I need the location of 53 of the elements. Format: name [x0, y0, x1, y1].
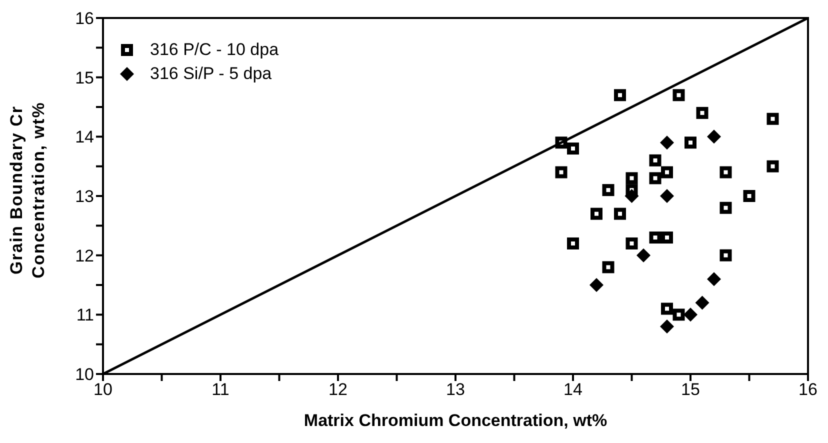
x-tick-label: 10 — [94, 380, 112, 400]
point — [614, 89, 626, 102]
y-tick-label: 12 — [75, 246, 94, 266]
point — [614, 208, 626, 220]
point — [707, 130, 721, 144]
point — [661, 232, 673, 244]
point — [766, 160, 779, 172]
point — [684, 308, 698, 322]
x-tick-label: 14 — [564, 380, 582, 400]
point — [626, 172, 638, 184]
point — [626, 237, 638, 250]
point — [567, 142, 579, 155]
y-tick-label: 11 — [76, 306, 94, 325]
legend-label: 316 P/C - 10 dpa — [150, 40, 279, 60]
point — [720, 249, 732, 262]
point — [720, 202, 732, 214]
point — [660, 136, 674, 150]
point — [696, 106, 708, 119]
x-tick-label: 15 — [681, 380, 700, 400]
y-tick-label: 16 — [75, 9, 94, 28]
x-tick-label: 16 — [798, 380, 818, 400]
y-tick-label: 13 — [75, 187, 94, 206]
point — [590, 208, 602, 220]
point — [602, 261, 614, 274]
point — [743, 190, 756, 202]
point — [649, 154, 662, 166]
x-tick-label: 13 — [446, 380, 465, 400]
y-axis-title: Grain Boundary Cr Concentration, wt% — [6, 100, 49, 280]
point — [707, 272, 721, 286]
y-tick-label: 14 — [75, 128, 94, 147]
point — [672, 308, 685, 321]
x-axis-title: Matrix Chromium Concentration, wt% — [304, 411, 608, 430]
point — [720, 166, 732, 178]
point — [661, 166, 673, 178]
point — [766, 112, 779, 125]
x-tick-label: 12 — [328, 380, 348, 400]
point — [661, 302, 673, 315]
point — [567, 237, 579, 250]
point — [555, 166, 568, 178]
x-tick-label: 11 — [212, 380, 230, 400]
point — [672, 89, 685, 102]
point — [636, 248, 650, 262]
point — [602, 184, 614, 196]
point — [660, 320, 674, 334]
point — [649, 172, 662, 184]
point — [624, 189, 639, 203]
point — [695, 296, 710, 310]
point — [590, 278, 604, 292]
y-tick-label: 15 — [75, 68, 94, 88]
legend-label: 316 Si/P - 5 dpa — [150, 64, 272, 84]
y-tick-label: 10 — [75, 365, 94, 384]
point — [660, 189, 674, 203]
point — [684, 136, 696, 149]
